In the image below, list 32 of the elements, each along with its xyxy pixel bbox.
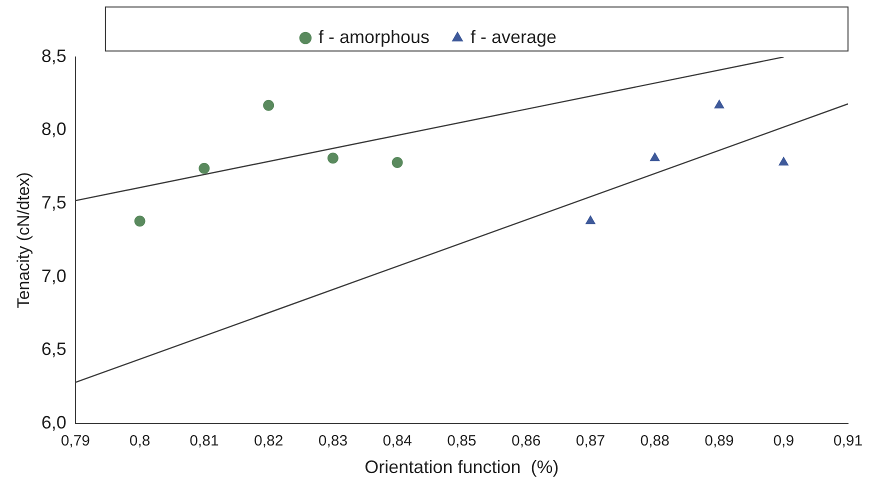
point	[650, 152, 660, 162]
x-tick-label: 0,81	[190, 432, 219, 450]
y-tick-label: 8,0	[41, 119, 66, 140]
x-tick-label: 0,85	[447, 432, 476, 450]
x-tick-label: 0,79	[60, 432, 90, 450]
point	[327, 152, 338, 164]
x-tick-label: 0,89	[704, 432, 734, 450]
point	[778, 157, 788, 166]
y-tick-label: 6,5	[41, 339, 66, 360]
x-tick-label: 0,88	[640, 432, 670, 450]
y-tick-label: 7,5	[41, 192, 66, 213]
x-tick-label: 0,83	[318, 432, 348, 450]
point	[714, 100, 724, 108]
x-tick-label: 0,82	[254, 432, 284, 450]
x-tick-label: 0,86	[511, 432, 541, 450]
y-tick-label: 7,0	[41, 266, 66, 286]
point	[586, 216, 596, 224]
x-tick-label: 0,91	[833, 432, 863, 450]
point	[392, 157, 403, 168]
x-tick-label: 0,87	[576, 432, 606, 450]
x-tick-label: 0,9	[773, 432, 794, 450]
y-tick-label: 8,5	[41, 46, 66, 66]
point	[134, 216, 146, 227]
x-tick-label: 0,8	[129, 432, 150, 450]
point	[198, 162, 210, 174]
point	[263, 100, 274, 111]
legend-label: f - amorphous	[318, 26, 430, 47]
y-tick-label: 6,0	[41, 412, 66, 432]
y-axis-title: Tenacity (cN/dtex)	[14, 172, 33, 308]
legend-label: f - average	[470, 26, 557, 47]
x-axis-title: Orientation function (%)	[364, 457, 559, 478]
x-tick-label: 0,84	[382, 432, 412, 450]
